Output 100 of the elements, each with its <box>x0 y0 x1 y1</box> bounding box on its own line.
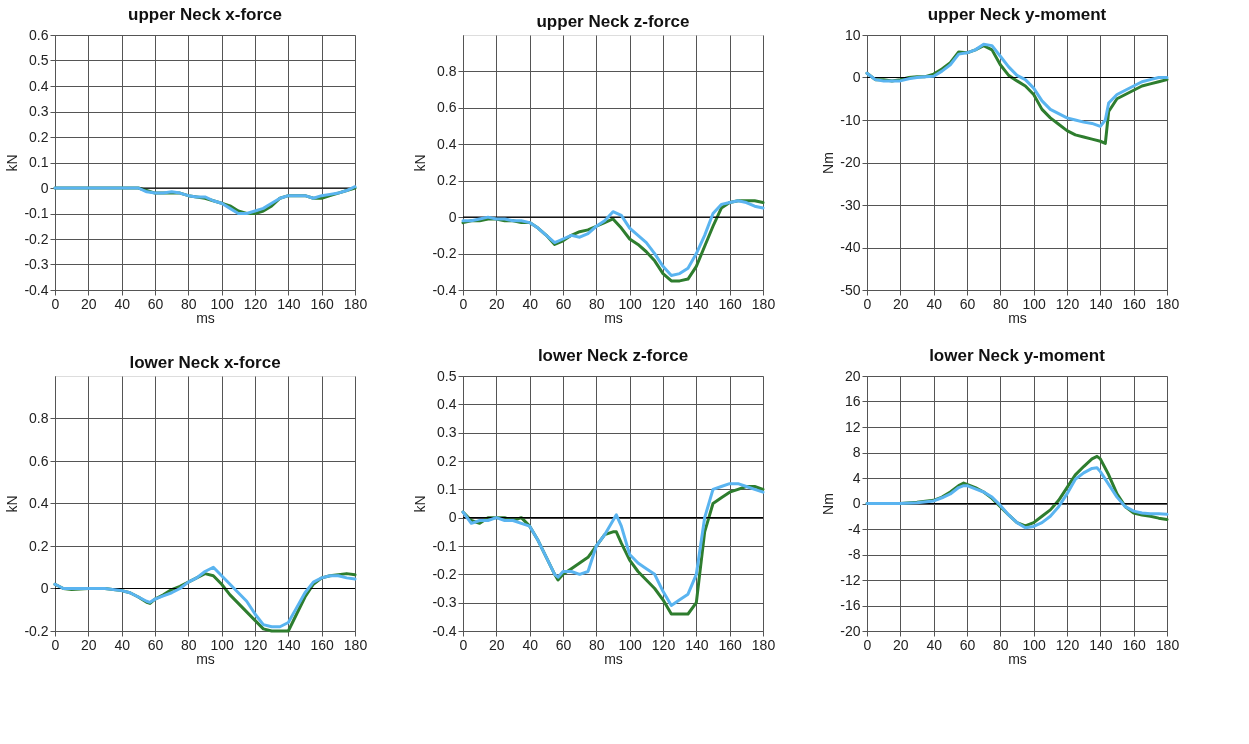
y-tick-label: -12 <box>840 571 861 588</box>
x-tick-label: 160 <box>718 295 743 312</box>
x-tick-label: 20 <box>81 636 97 653</box>
y-tick-label: 0.8 <box>29 410 49 426</box>
x-tick-label: 80 <box>589 295 605 312</box>
y-tick-label: -0.4 <box>432 622 457 639</box>
x-tick-label: 0 <box>51 636 60 653</box>
x-tick-label: 140 <box>277 636 301 653</box>
y-tick-label: 0 <box>448 509 457 526</box>
y-tick-label: 0 <box>448 208 457 225</box>
chart-title: upper Neck y-moment <box>927 5 1107 24</box>
x-tick-label: 60 <box>959 636 976 653</box>
y-tick-label: 0.4 <box>437 135 457 152</box>
x-tick-label: 120 <box>1055 295 1080 312</box>
x-tick-label: 60 <box>147 636 164 653</box>
x-axis-title: ms <box>196 309 215 326</box>
x-tick-label: 180 <box>1155 636 1180 653</box>
y-tick-label: 0.2 <box>29 128 49 145</box>
y-tick-label: 0.8 <box>437 62 457 79</box>
x-tick-label: 120 <box>243 636 268 653</box>
x-tick-label: 180 <box>751 295 776 312</box>
x-tick-label: 120 <box>243 295 268 312</box>
x-tick-label: 40 <box>114 295 131 312</box>
y-axis-title: kN <box>4 495 21 513</box>
x-tick-label: 120 <box>651 636 676 653</box>
y-tick-label: -50 <box>840 281 861 298</box>
x-tick-label: 100 <box>618 295 643 312</box>
x-tick-label: 160 <box>1122 636 1147 653</box>
x-axis-title: ms <box>1008 309 1027 326</box>
y-tick-label: -0.4 <box>24 281 49 298</box>
y-tick-label: 20 <box>844 367 861 384</box>
y-tick-label: 0.5 <box>29 52 49 68</box>
x-tick-label: 140 <box>1089 295 1113 312</box>
x-tick-label: 100 <box>1022 636 1047 653</box>
y-tick-label: -8 <box>848 546 861 562</box>
x-tick-label: 60 <box>959 295 976 312</box>
y-tick-label: 8 <box>852 444 861 460</box>
y-tick-label: 0.5 <box>437 367 457 384</box>
x-tick-label: 20 <box>489 295 505 312</box>
x-tick-label: 160 <box>718 636 743 653</box>
y-tick-label: 0 <box>852 69 861 85</box>
chart-title: upper Neck z-force <box>536 12 690 31</box>
x-tick-label: 120 <box>1055 636 1080 653</box>
y-tick-label: 0.2 <box>437 172 457 189</box>
x-tick-label: 120 <box>651 295 676 312</box>
x-tick-label: 80 <box>589 636 605 653</box>
y-tick-label: -0.2 <box>432 565 457 582</box>
x-tick-label: 80 <box>993 295 1009 312</box>
y-tick-label: -0.3 <box>432 594 457 611</box>
x-tick-label: 180 <box>1155 295 1180 312</box>
y-tick-label: 0.4 <box>29 77 49 94</box>
y-tick-label: -0.2 <box>24 622 49 639</box>
x-tick-label: 100 <box>1022 295 1047 312</box>
x-tick-label: 140 <box>685 636 709 653</box>
x-tick-label: 0 <box>51 295 60 312</box>
x-tick-label: 180 <box>343 636 368 653</box>
y-tick-label: 0.3 <box>29 103 49 119</box>
x-tick-label: 80 <box>181 636 197 653</box>
y-axis-title: Nm <box>820 493 837 515</box>
y-axis-title: kN <box>412 495 429 513</box>
y-tick-label: 16 <box>844 393 861 409</box>
x-axis-title: ms <box>196 650 215 667</box>
x-tick-label: 180 <box>343 295 368 312</box>
x-tick-label: 160 <box>310 636 335 653</box>
y-tick-label: -0.2 <box>432 245 457 262</box>
y-tick-label: 0.2 <box>29 537 49 554</box>
y-tick-label: 0 <box>40 179 49 196</box>
y-axis-title: kN <box>412 154 429 172</box>
chart-title: lower Neck y-moment <box>929 346 1106 365</box>
x-tick-label: 80 <box>181 295 197 312</box>
y-tick-label: 4 <box>852 469 861 486</box>
x-axis-title: ms <box>1008 650 1027 667</box>
x-tick-label: 40 <box>926 295 943 312</box>
chart-title: lower Neck x-force <box>129 353 281 372</box>
x-tick-label: 40 <box>114 636 131 653</box>
x-tick-label: 0 <box>863 636 872 653</box>
y-tick-label: -16 <box>840 597 861 613</box>
y-axis-title: kN <box>4 154 21 172</box>
y-tick-label: -40 <box>840 239 861 255</box>
y-tick-label: -0.1 <box>24 205 49 221</box>
y-tick-label: 0.6 <box>437 99 457 116</box>
x-tick-label: 40 <box>926 636 943 653</box>
y-axis-title: Nm <box>820 152 837 174</box>
y-tick-label: 10 <box>844 26 861 43</box>
y-tick-label: 0.6 <box>29 26 49 43</box>
y-tick-label: -0.2 <box>24 230 49 247</box>
x-tick-label: 80 <box>993 636 1009 653</box>
x-tick-label: 160 <box>1122 295 1147 312</box>
chart-title: upper Neck x-force <box>128 5 282 24</box>
x-tick-label: 20 <box>893 295 909 312</box>
y-tick-label: 0.3 <box>437 424 457 441</box>
y-tick-label: -0.4 <box>432 281 457 298</box>
x-tick-label: 20 <box>81 295 97 312</box>
x-tick-label: 0 <box>459 295 468 312</box>
x-tick-label: 100 <box>210 295 235 312</box>
y-tick-label: 0.2 <box>437 452 457 469</box>
y-tick-label: -20 <box>840 622 861 639</box>
y-tick-label: 0.4 <box>437 395 457 412</box>
y-tick-label: -10 <box>840 111 861 128</box>
y-tick-label: 0.6 <box>29 452 49 469</box>
